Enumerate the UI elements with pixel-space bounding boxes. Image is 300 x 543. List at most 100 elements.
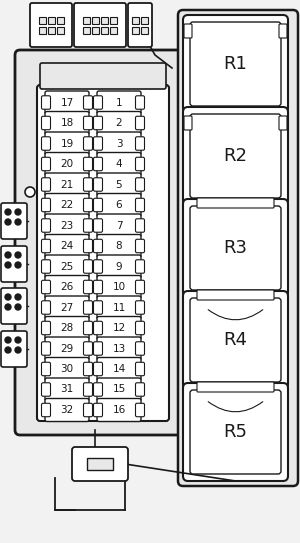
- FancyBboxPatch shape: [40, 63, 166, 89]
- FancyBboxPatch shape: [94, 260, 103, 273]
- Text: 1: 1: [116, 98, 122, 108]
- FancyBboxPatch shape: [97, 337, 141, 360]
- FancyBboxPatch shape: [279, 24, 287, 38]
- FancyBboxPatch shape: [45, 173, 89, 196]
- FancyBboxPatch shape: [97, 173, 141, 196]
- FancyBboxPatch shape: [45, 255, 89, 278]
- FancyBboxPatch shape: [41, 178, 50, 191]
- FancyBboxPatch shape: [183, 291, 288, 389]
- FancyBboxPatch shape: [183, 383, 288, 481]
- Circle shape: [5, 347, 11, 353]
- Circle shape: [15, 209, 21, 215]
- FancyBboxPatch shape: [97, 235, 141, 257]
- FancyBboxPatch shape: [136, 219, 145, 232]
- Text: 7: 7: [116, 220, 122, 230]
- FancyBboxPatch shape: [83, 239, 92, 252]
- FancyBboxPatch shape: [136, 239, 145, 252]
- FancyBboxPatch shape: [183, 199, 288, 297]
- FancyBboxPatch shape: [41, 198, 50, 212]
- Bar: [38, 16, 46, 23]
- FancyBboxPatch shape: [45, 399, 89, 421]
- Text: 32: 32: [60, 405, 74, 415]
- FancyBboxPatch shape: [136, 403, 145, 416]
- FancyBboxPatch shape: [45, 296, 89, 319]
- FancyBboxPatch shape: [83, 137, 92, 150]
- Circle shape: [15, 304, 21, 310]
- FancyBboxPatch shape: [41, 137, 50, 150]
- Text: 17: 17: [60, 98, 74, 108]
- Circle shape: [15, 262, 21, 268]
- FancyBboxPatch shape: [197, 198, 274, 208]
- FancyBboxPatch shape: [128, 3, 152, 47]
- FancyBboxPatch shape: [94, 239, 103, 252]
- FancyBboxPatch shape: [83, 280, 92, 294]
- FancyBboxPatch shape: [83, 260, 92, 273]
- FancyBboxPatch shape: [83, 321, 92, 334]
- FancyBboxPatch shape: [41, 403, 50, 416]
- Bar: [38, 27, 46, 34]
- FancyBboxPatch shape: [183, 15, 288, 113]
- FancyBboxPatch shape: [136, 116, 145, 130]
- FancyBboxPatch shape: [83, 116, 92, 130]
- Text: 9: 9: [116, 262, 122, 272]
- FancyBboxPatch shape: [136, 342, 145, 355]
- FancyBboxPatch shape: [197, 290, 274, 300]
- FancyBboxPatch shape: [97, 378, 141, 401]
- Circle shape: [5, 262, 11, 268]
- Text: 15: 15: [112, 384, 126, 395]
- Text: 2: 2: [116, 118, 122, 128]
- Bar: [92, 16, 99, 23]
- Text: 22: 22: [60, 200, 74, 210]
- Bar: [47, 27, 55, 34]
- FancyBboxPatch shape: [190, 114, 281, 198]
- FancyBboxPatch shape: [97, 193, 141, 217]
- FancyBboxPatch shape: [94, 116, 103, 130]
- FancyBboxPatch shape: [190, 206, 281, 290]
- FancyBboxPatch shape: [136, 301, 145, 314]
- FancyBboxPatch shape: [97, 275, 141, 299]
- Bar: [87, 458, 113, 470]
- Bar: [110, 27, 117, 34]
- Bar: [141, 16, 148, 23]
- Text: R5: R5: [224, 423, 248, 441]
- Circle shape: [5, 294, 11, 300]
- FancyBboxPatch shape: [83, 157, 92, 171]
- Text: 14: 14: [112, 364, 126, 374]
- FancyBboxPatch shape: [41, 362, 50, 376]
- FancyBboxPatch shape: [41, 321, 50, 334]
- FancyBboxPatch shape: [45, 275, 89, 299]
- FancyBboxPatch shape: [136, 96, 145, 109]
- FancyBboxPatch shape: [83, 219, 92, 232]
- FancyBboxPatch shape: [45, 111, 89, 135]
- FancyBboxPatch shape: [41, 280, 50, 294]
- Bar: [83, 16, 90, 23]
- FancyBboxPatch shape: [83, 301, 92, 314]
- FancyBboxPatch shape: [97, 399, 141, 421]
- FancyBboxPatch shape: [1, 203, 27, 239]
- Text: R2: R2: [224, 147, 248, 165]
- FancyBboxPatch shape: [97, 317, 141, 339]
- FancyBboxPatch shape: [94, 157, 103, 171]
- FancyBboxPatch shape: [136, 383, 145, 396]
- Text: R3: R3: [224, 239, 248, 257]
- FancyBboxPatch shape: [94, 383, 103, 396]
- Bar: [47, 16, 55, 23]
- FancyBboxPatch shape: [97, 153, 141, 175]
- Text: 31: 31: [60, 384, 74, 395]
- FancyBboxPatch shape: [41, 219, 50, 232]
- FancyBboxPatch shape: [136, 321, 145, 334]
- FancyBboxPatch shape: [197, 382, 274, 392]
- FancyBboxPatch shape: [97, 111, 141, 135]
- Text: 11: 11: [112, 302, 126, 313]
- FancyBboxPatch shape: [94, 137, 103, 150]
- FancyBboxPatch shape: [41, 301, 50, 314]
- Circle shape: [15, 347, 21, 353]
- FancyBboxPatch shape: [94, 280, 103, 294]
- FancyBboxPatch shape: [97, 132, 141, 155]
- FancyBboxPatch shape: [94, 178, 103, 191]
- Circle shape: [15, 219, 21, 225]
- Text: 18: 18: [60, 118, 74, 128]
- Bar: [110, 16, 117, 23]
- FancyBboxPatch shape: [94, 321, 103, 334]
- FancyBboxPatch shape: [190, 390, 281, 474]
